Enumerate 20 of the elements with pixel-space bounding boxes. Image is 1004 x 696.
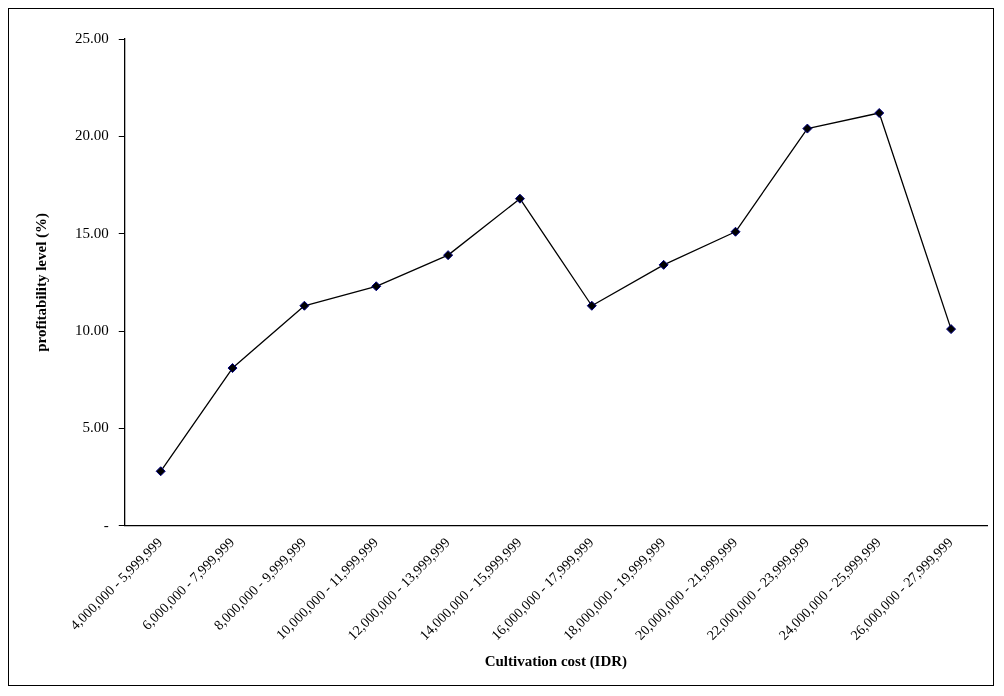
point bbox=[946, 324, 957, 335]
point bbox=[227, 363, 238, 374]
point bbox=[874, 107, 885, 118]
y-tick-label: 15.00 bbox=[75, 224, 109, 241]
point bbox=[443, 250, 454, 261]
y-tick-label: 20.00 bbox=[75, 127, 109, 144]
y-tick-label: - bbox=[103, 516, 109, 533]
y-tick-label: 5.00 bbox=[82, 419, 109, 436]
y-tick-label: 10.00 bbox=[75, 322, 109, 338]
point bbox=[802, 123, 813, 134]
y-tick-label: 25.00 bbox=[75, 29, 109, 46]
x-axis-title: Cultivation cost (IDR) bbox=[484, 652, 628, 670]
point bbox=[155, 466, 166, 477]
point bbox=[730, 226, 741, 237]
point bbox=[514, 193, 525, 204]
y-axis-title: profitability level (%) bbox=[32, 212, 50, 352]
point bbox=[658, 259, 669, 270]
point bbox=[371, 281, 382, 292]
point bbox=[586, 300, 597, 311]
point bbox=[299, 300, 310, 311]
